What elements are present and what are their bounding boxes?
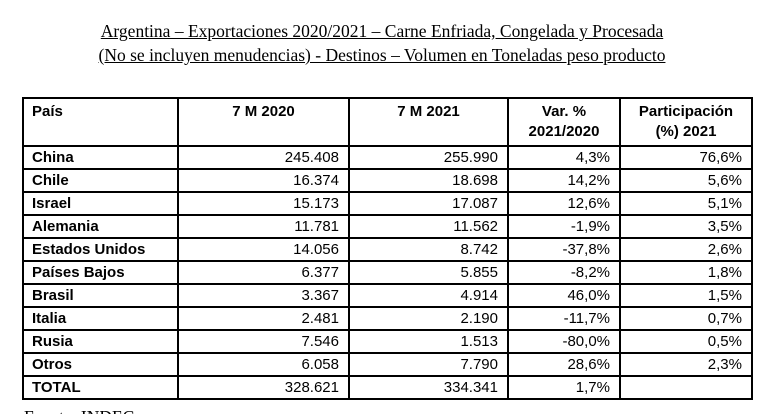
value-7m2020-cell: 6.377 [177,260,350,285]
value-var-cell: 4,3% [507,145,621,170]
value-7m2020-cell: 328.621 [177,375,350,400]
country-cell: Brasil [22,283,179,308]
country-cell: Países Bajos [22,260,179,285]
value-part-cell: 0,5% [619,329,753,354]
table-row-total: TOTAL 328.621 334.341 1,7% [22,375,753,400]
value-var-cell: -37,8% [507,237,621,262]
country-cell: Israel [22,191,179,216]
column-header-var-line1: Var. % [541,103,587,120]
table-row-paises-bajos: Países Bajos 6.377 5.855 -8,2% 1,8% [22,260,753,285]
country-cell: Estados Unidos [22,237,179,262]
column-header-pais: País [22,97,179,147]
value-7m2021-cell: 17.087 [348,191,509,216]
value-part-cell: 3,5% [619,214,753,239]
table-row-estados-unidos: Estados Unidos 14.056 8.742 -37,8% 2,6% [22,237,753,262]
column-header-participacion: Participación (%) 2021 [619,97,753,147]
value-var-cell: 28,6% [507,352,621,377]
column-header-var-line2: 2021/2020 [528,123,600,140]
value-var-cell: 14,2% [507,168,621,193]
value-part-cell: 1,8% [619,260,753,285]
column-header-participacion-line1: Participación [638,103,734,120]
value-7m2020-cell: 14.056 [177,237,350,262]
value-var-cell: -80,0% [507,329,621,354]
value-part-cell: 2,6% [619,237,753,262]
column-header-var: Var. % 2021/2020 [507,97,621,147]
table-row-alemania: Alemania 11.781 11.562 -1,9% 3,5% [22,214,753,239]
column-header-7m2020: 7 M 2020 [177,97,350,147]
document-title-line1: Argentina – Exportaciones 2020/2021 – Ca… [100,21,664,41]
value-7m2020-cell: 15.173 [177,191,350,216]
table-row-china: China 245.408 255.990 4,3% 76,6% [22,145,753,170]
country-cell: Italia [22,306,179,331]
value-part-cell: 5,6% [619,168,753,193]
value-part-cell: 0,7% [619,306,753,331]
value-7m2021-cell: 5.855 [348,260,509,285]
country-cell: TOTAL [22,375,179,400]
value-7m2021-cell: 7.790 [348,352,509,377]
document-title-line2: (No se incluyen menudencias) - Destinos … [98,45,666,65]
value-7m2020-cell: 6.058 [177,352,350,377]
column-header-7m2021: 7 M 2021 [348,97,509,147]
value-7m2020-cell: 245.408 [177,145,350,170]
document-title: Argentina – Exportaciones 2020/2021 – Ca… [0,19,764,67]
value-7m2020-cell: 11.781 [177,214,350,239]
table-row-italia: Italia 2.481 2.190 -11,7% 0,7% [22,306,753,331]
value-7m2021-cell: 18.698 [348,168,509,193]
value-var-cell: 1,7% [507,375,621,400]
value-7m2021-cell: 2.190 [348,306,509,331]
value-7m2020-cell: 7.546 [177,329,350,354]
value-part-cell [619,375,753,400]
value-part-cell: 5,1% [619,191,753,216]
country-cell: China [22,145,179,170]
value-7m2021-cell: 1.513 [348,329,509,354]
value-var-cell: -8,2% [507,260,621,285]
value-7m2020-cell: 3.367 [177,283,350,308]
table-row-brasil: Brasil 3.367 4.914 46,0% 1,5% [22,283,753,308]
value-part-cell: 2,3% [619,352,753,377]
column-header-participacion-line2: (%) 2021 [655,123,717,140]
country-cell: Rusia [22,329,179,354]
value-7m2021-cell: 11.562 [348,214,509,239]
value-var-cell: -11,7% [507,306,621,331]
country-cell: Otros [22,352,179,377]
value-7m2021-cell: 8.742 [348,237,509,262]
value-7m2021-cell: 334.341 [348,375,509,400]
source-note: Fuente: INDEC [24,407,134,414]
table-row-chile: Chile 16.374 18.698 14,2% 5,6% [22,168,753,193]
value-var-cell: 12,6% [507,191,621,216]
value-7m2021-cell: 4.914 [348,283,509,308]
header-row: País 7 M 2020 7 M 2021 Var. % 2021/2020 … [22,97,753,147]
value-var-cell: 46,0% [507,283,621,308]
value-7m2020-cell: 16.374 [177,168,350,193]
value-7m2020-cell: 2.481 [177,306,350,331]
value-var-cell: -1,9% [507,214,621,239]
value-part-cell: 76,6% [619,145,753,170]
table-row-rusia: Rusia 7.546 1.513 -80,0% 0,5% [22,329,753,354]
value-part-cell: 1,5% [619,283,753,308]
table-row-otros: Otros 6.058 7.790 28,6% 2,3% [22,352,753,377]
country-cell: Alemania [22,214,179,239]
country-cell: Chile [22,168,179,193]
table-row-israel: Israel 15.173 17.087 12,6% 5,1% [22,191,753,216]
exports-table: País 7 M 2020 7 M 2021 Var. % 2021/2020 … [22,97,753,400]
value-7m2021-cell: 255.990 [348,145,509,170]
